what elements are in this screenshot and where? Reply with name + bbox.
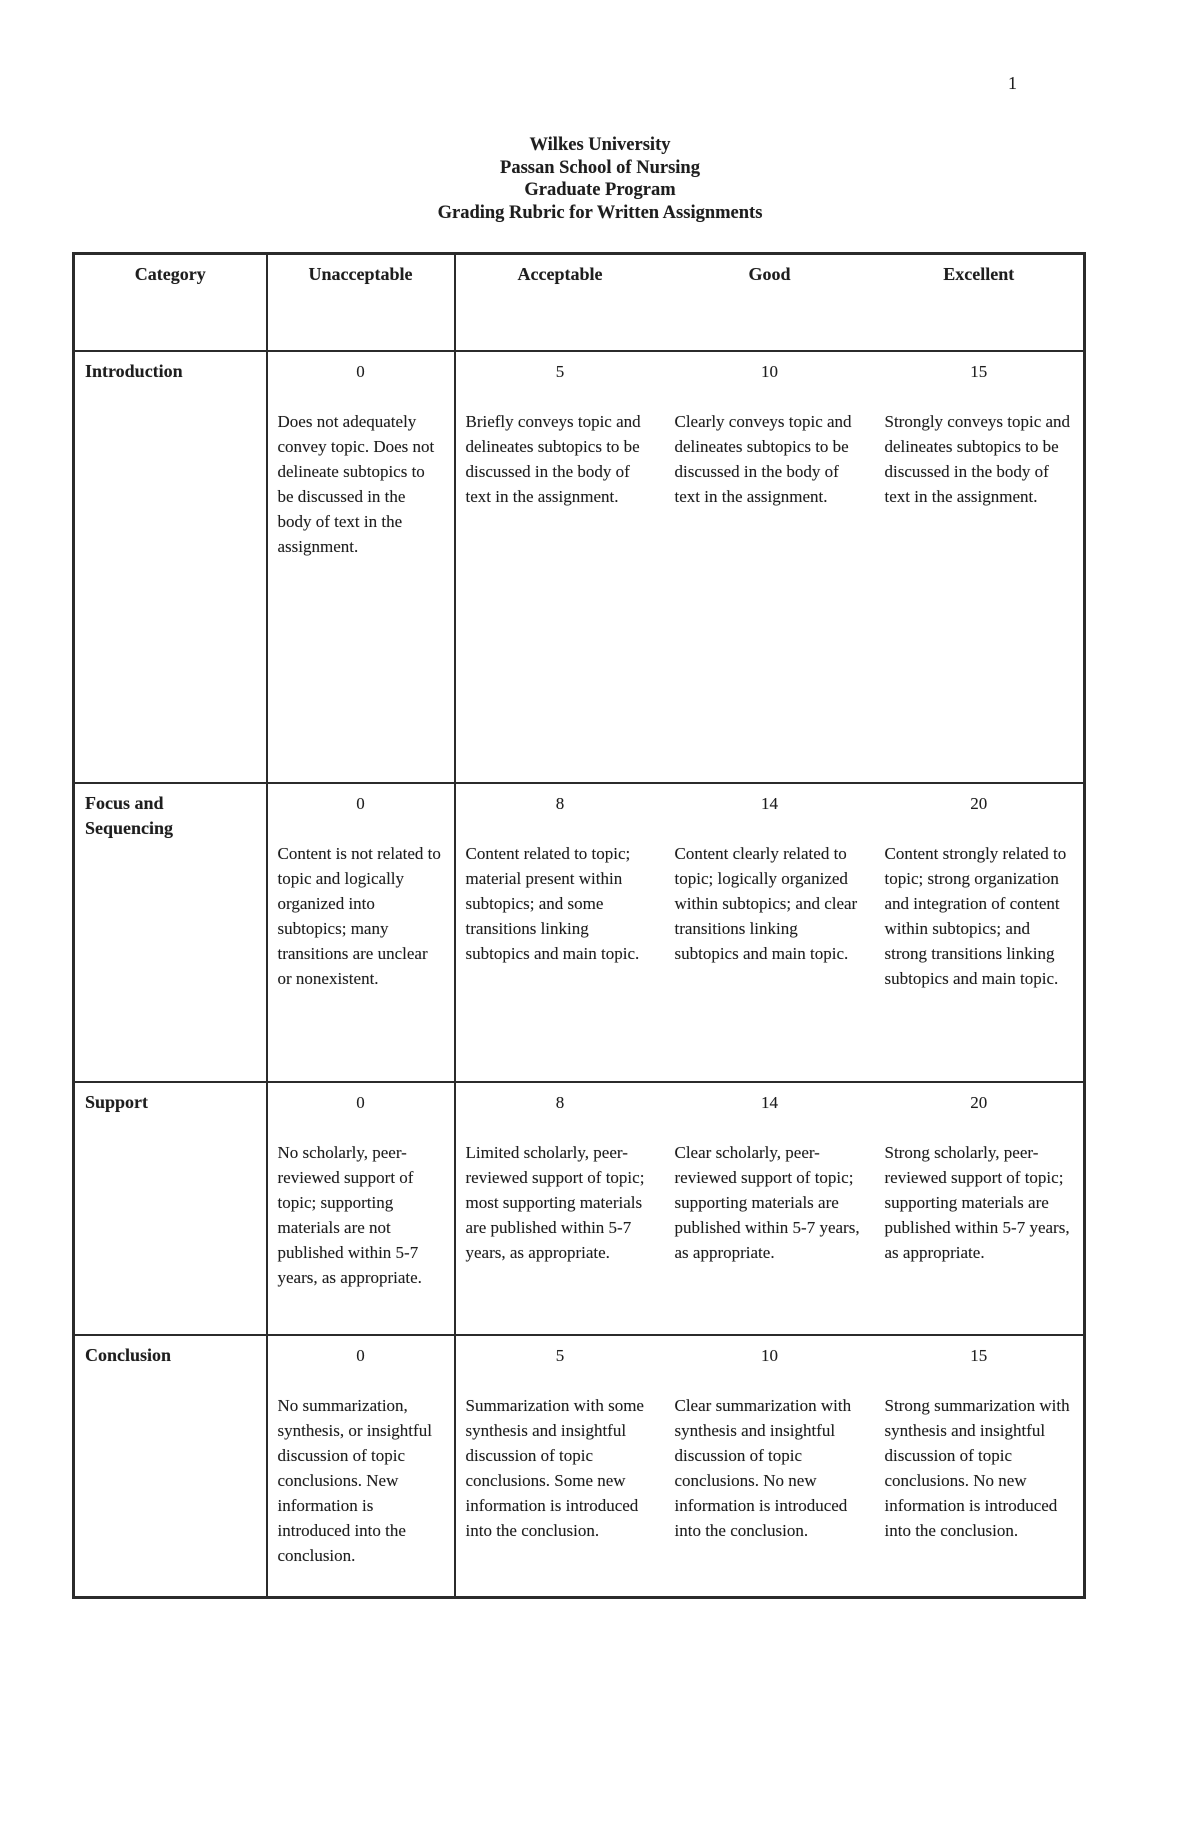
- criterion-text: Content is not related to topic and logi…: [277, 844, 441, 988]
- rating-cell-good: 10 Clearly conveys topic and delineates …: [665, 351, 875, 783]
- score-value: 15: [970, 362, 988, 381]
- column-header-unacceptable: Unacceptable: [266, 253, 456, 351]
- score-value: 8: [555, 794, 565, 813]
- title-line-program: Graduate Program: [524, 180, 676, 200]
- row-introduction: Introduction 0 Does not adequately conve…: [73, 351, 1085, 783]
- title-line-university: Wilkes University: [529, 135, 671, 155]
- rating-cell-excellent: 15 Strongly conveys topic and delineates…: [875, 351, 1085, 783]
- score-value: 8: [555, 1093, 565, 1112]
- rating-cell-acceptable: 5 Briefly conveys topic and delineates s…: [455, 351, 665, 783]
- rating-cell-unacceptable: 0 Content is not related to topic and lo…: [266, 783, 456, 1082]
- document-title-block: Wilkes University Passan School of Nursi…: [0, 134, 1200, 224]
- score-value: 0: [356, 1093, 365, 1112]
- category-cell: Introduction: [73, 351, 268, 783]
- rating-cell-excellent: 20 Strong scholarly, peer-reviewed suppo…: [875, 1082, 1085, 1335]
- criterion-text: Clear scholarly, peer-reviewed support o…: [674, 1143, 860, 1262]
- criterion-text: Content clearly related to topic; logica…: [674, 844, 858, 963]
- score-value: 0: [356, 362, 365, 381]
- criterion-text: Strongly conveys topic and delineates su…: [884, 412, 1071, 506]
- rating-cell-unacceptable: 0 Does not adequately convey topic. Does…: [266, 351, 456, 783]
- row-focus-and-sequencing: Focus and Sequencing 0 Content is not re…: [73, 783, 1085, 1082]
- category-label: Conclusion: [85, 1345, 172, 1365]
- score-value: 5: [555, 1346, 565, 1365]
- rubric-table: Category Unacceptable Acceptable Good Ex…: [72, 252, 1086, 1599]
- title-line-rubric: Grading Rubric for Written Assignments: [437, 202, 763, 223]
- category-cell: Support: [73, 1082, 268, 1335]
- rating-cell-excellent: 20 Content strongly related to topic; st…: [875, 783, 1085, 1082]
- rating-cell-acceptable: 8 Limited scholarly, peer-reviewed suppo…: [455, 1082, 665, 1335]
- score-value: 14: [761, 794, 778, 813]
- criterion-text: Content related to topic; material prese…: [465, 844, 640, 963]
- criterion-text: Clearly conveys topic and delineates sub…: [674, 412, 852, 506]
- column-header-excellent: Excellent: [943, 264, 1015, 284]
- criterion-text: Content strongly related to topic; stron…: [884, 844, 1067, 988]
- score-value: 5: [555, 362, 565, 381]
- criterion-text: Summarization with some synthesis and in…: [465, 1396, 644, 1540]
- criterion-text: Does not adequately convey topic. Does n…: [277, 412, 435, 556]
- page-number: 1: [1008, 73, 1017, 93]
- row-support: Support 0 No scholarly, peer-reviewed su…: [73, 1082, 1085, 1335]
- score-value: 20: [970, 794, 988, 813]
- rating-cell-unacceptable: 0 No scholarly, peer-reviewed support of…: [266, 1082, 456, 1335]
- criterion-text: No summarization, synthesis, or insightf…: [277, 1396, 432, 1565]
- rating-cell-acceptable: 5 Summarization with some synthesis and …: [455, 1335, 665, 1598]
- rating-cell-good: 10 Clear summarization with synthesis an…: [665, 1335, 875, 1598]
- category-label: Support: [85, 1092, 149, 1112]
- criterion-text: Strong scholarly, peer-reviewed support …: [884, 1143, 1070, 1262]
- rating-cell-excellent: 15 Strong summarization with synthesis a…: [875, 1335, 1085, 1598]
- criterion-text: Briefly conveys topic and delineates sub…: [465, 412, 641, 506]
- score-value: 0: [356, 1346, 365, 1365]
- rating-cell-unacceptable: 0 No summarization, synthesis, or insigh…: [266, 1335, 456, 1598]
- table-header-row: Category Unacceptable Acceptable Good Ex…: [73, 253, 1085, 351]
- column-header-acceptable: Acceptable: [517, 264, 603, 284]
- score-value: 14: [761, 1093, 778, 1112]
- score-value: 0: [356, 794, 365, 813]
- score-value: 20: [970, 1093, 988, 1112]
- rating-cell-good: 14 Content clearly related to topic; log…: [665, 783, 875, 1082]
- score-value: 15: [970, 1346, 988, 1365]
- score-value: 10: [761, 1346, 778, 1365]
- rating-cell-acceptable: 8 Content related to topic; material pre…: [455, 783, 665, 1082]
- criterion-text: No scholarly, peer-reviewed support of t…: [277, 1143, 422, 1287]
- column-header-good: Good: [748, 264, 791, 284]
- criterion-text: Limited scholarly, peer-reviewed support…: [465, 1143, 645, 1262]
- category-cell: Conclusion: [73, 1335, 268, 1598]
- row-conclusion: Conclusion 0 No summarization, synthesis…: [73, 1335, 1085, 1598]
- criterion-text: Clear summarization with synthesis and i…: [674, 1396, 852, 1540]
- column-header-category: Category: [73, 253, 268, 351]
- criterion-text: Strong summarization with synthesis and …: [884, 1396, 1070, 1540]
- category-cell: Focus and Sequencing: [73, 783, 268, 1082]
- title-line-school: Passan School of Nursing: [500, 157, 700, 178]
- category-label: Focus and Sequencing: [85, 793, 174, 838]
- rating-cell-good: 14 Clear scholarly, peer-reviewed suppor…: [665, 1082, 875, 1335]
- category-label: Introduction: [85, 361, 183, 381]
- score-value: 10: [761, 362, 778, 381]
